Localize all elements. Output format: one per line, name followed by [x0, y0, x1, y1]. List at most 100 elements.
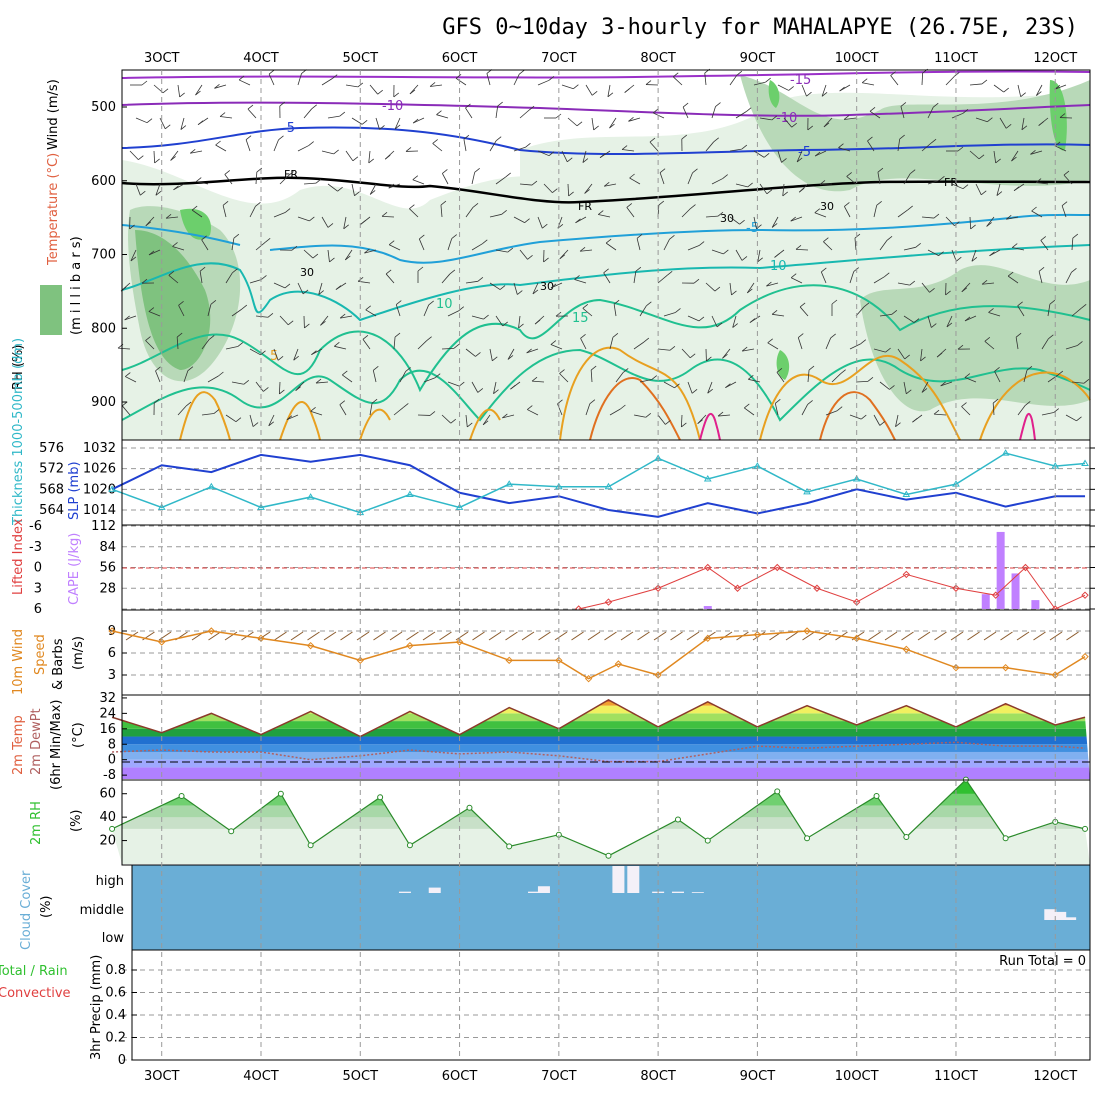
- wind-barb-flag: [369, 190, 376, 195]
- wind-barb: [124, 315, 137, 321]
- wind-barb-flag: [339, 111, 346, 117]
- wind-barb: [927, 315, 932, 328]
- wind-barb-flag: [954, 72, 960, 77]
- precip-yticks: 0.8 0.6 0.4 0.2 0: [105, 963, 1090, 1068]
- thickness-point: [157, 503, 166, 510]
- wind-barb: [220, 116, 233, 119]
- wind-barb-flag: [224, 170, 231, 175]
- wind-barb: [159, 117, 166, 129]
- wind-barb: [877, 172, 881, 185]
- wind-barb-flag: [582, 303, 589, 309]
- wind-barb: [369, 403, 373, 416]
- wind-barb: [846, 176, 857, 185]
- wind-barb: [320, 315, 329, 326]
- wind-barb-flag: [876, 200, 882, 206]
- vertical-gridlines: [161, 70, 1056, 1060]
- wind-barb: [732, 315, 737, 328]
- wind-barb-flag: [1063, 170, 1070, 176]
- wind-barb: [293, 348, 299, 361]
- wind-barb: [895, 414, 899, 427]
- wind-barb: [495, 249, 508, 253]
- wind-barb: [729, 282, 732, 295]
- wind-barb-flag: [458, 306, 465, 312]
- wind-barb: [993, 84, 1004, 93]
- wind-barb: [783, 117, 793, 128]
- wind-barb-flag: [771, 310, 778, 315]
- ylabel-lifted-index: Lifted Index: [11, 518, 26, 595]
- y-tick-label: 576: [39, 441, 64, 456]
- wind-barb: [615, 372, 624, 383]
- wind-barb-flag: [526, 348, 532, 354]
- wind-barb-flag: [255, 201, 261, 207]
- wind-barb-flag: [277, 355, 284, 361]
- wind-barb: [999, 117, 1007, 129]
- wind-barb-flag: [749, 318, 756, 323]
- wind-barb: [339, 404, 347, 416]
- wind-barb: [345, 84, 358, 88]
- wind-barb-flag: [766, 281, 772, 287]
- wind-barb-flag: [930, 138, 937, 144]
- wind-barb-flag: [879, 421, 886, 426]
- wind-barb: [584, 183, 593, 194]
- wind-barb-flag: [725, 383, 731, 388]
- wind-barb-flag: [884, 272, 890, 278]
- wind-barb-flag: [698, 241, 705, 246]
- wind-barb-flag: [624, 88, 630, 93]
- wind-barb-flag: [717, 211, 724, 217]
- wind-barb: [801, 84, 807, 97]
- wind-barb: [921, 282, 930, 293]
- temp-contour-line: [121, 348, 1091, 422]
- wind-barb-flag: [365, 305, 371, 311]
- rh-point: [277, 790, 284, 797]
- wind-barb: [663, 381, 675, 389]
- wind-barb-flag: [559, 254, 566, 260]
- wind-barb: [767, 342, 779, 350]
- wind-speed-point: [803, 627, 811, 635]
- rh-point: [406, 842, 413, 849]
- ylabel-temp-unit: (°C): [71, 722, 86, 748]
- wind-barb-flag: [237, 342, 243, 347]
- wind-barb-flag: [643, 337, 650, 343]
- wind-barb: [130, 249, 137, 262]
- wind-barb: [628, 117, 641, 122]
- wind-barb-flag: [775, 398, 781, 404]
- mid-cloud-block: [1064, 917, 1077, 920]
- wind-barb: [1047, 374, 1059, 383]
- wind-barb: [626, 207, 635, 218]
- wind-barb-flag: [877, 167, 884, 173]
- rh-area: [112, 779, 1091, 864]
- ylabel-minmax: (6hr Min/Max): [49, 700, 64, 790]
- wind-barb-flag: [795, 245, 802, 250]
- wind-barb: [394, 117, 401, 130]
- wind-barb-flag: [885, 347, 891, 353]
- wind-barb-flag: [260, 350, 266, 356]
- wind-barb-flag: [1003, 87, 1009, 93]
- wind-barb-flag: [339, 313, 346, 319]
- wind-barb: [820, 271, 827, 284]
- wind-barb-flag: [362, 334, 369, 340]
- lifted-index-point: [733, 584, 742, 592]
- wind-barb-flag: [823, 237, 829, 242]
- contour-label: 10: [436, 297, 453, 312]
- wind-barb-flag: [333, 149, 339, 155]
- wind-barb-flag: [527, 255, 533, 260]
- wind-barb-flag: [945, 290, 951, 296]
- wind-barb-10m: [1066, 631, 1079, 641]
- wind-barb: [867, 140, 875, 152]
- cape-bar: [703, 606, 712, 609]
- wind-barb-flag: [1015, 332, 1022, 338]
- wind-barb-10m: [323, 631, 337, 641]
- wind-barb-flag: [807, 125, 814, 131]
- wind-barb-10m: [818, 631, 832, 641]
- rh-point: [377, 794, 384, 801]
- wind-barb: [340, 315, 353, 319]
- wind-barb-flag: [385, 269, 392, 275]
- wind-barb: [375, 117, 380, 130]
- wind-barb: [249, 348, 261, 356]
- thickness-line: [111, 452, 1086, 514]
- wind-barb: [681, 208, 691, 218]
- wind-speed-point: [207, 627, 216, 635]
- wind-barb-flag: [138, 155, 144, 160]
- wind-barb: [207, 375, 219, 383]
- wind-barb-flag: [482, 239, 488, 245]
